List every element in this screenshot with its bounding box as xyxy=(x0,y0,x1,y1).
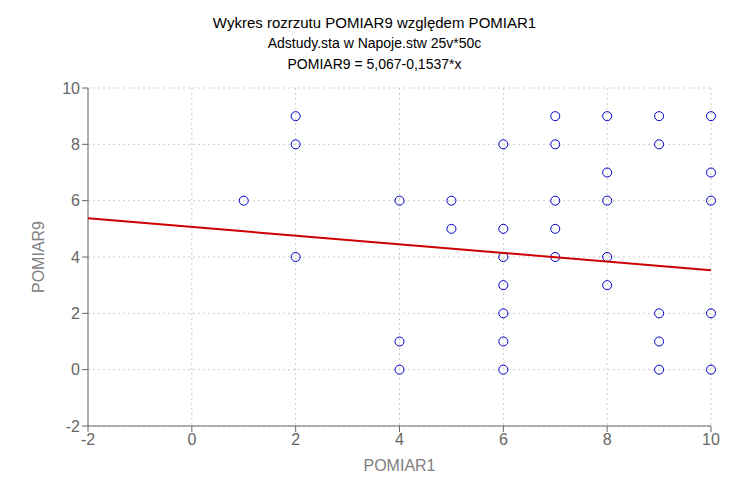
svg-text:4: 4 xyxy=(395,431,404,448)
svg-text:-2: -2 xyxy=(66,418,80,435)
svg-text:8: 8 xyxy=(603,431,612,448)
svg-text:0: 0 xyxy=(71,361,80,378)
html-text:POMIAR9 = 5,067-0,1537*x: POMIAR9 = 5,067-0,1537*x xyxy=(287,56,462,72)
svg-text:POMIAR9: POMIAR9 xyxy=(30,221,47,293)
svg-text:POMIAR1: POMIAR1 xyxy=(363,457,435,474)
svg-text:2: 2 xyxy=(71,305,80,322)
svg-text:8: 8 xyxy=(71,136,80,153)
html-text:Wykres rozrzutu POMIAR9 względ: Wykres rozrzutu POMIAR9 względem POMIAR1 xyxy=(212,14,537,31)
svg-text:-2: -2 xyxy=(81,431,95,448)
svg-text:6: 6 xyxy=(499,431,508,448)
svg-text:2: 2 xyxy=(291,431,300,448)
svg-text:6: 6 xyxy=(71,192,80,209)
html-text:Adstudy.sta w Napoje.stw 25v*5: Adstudy.sta w Napoje.stw 25v*50c xyxy=(267,35,482,51)
svg-text:0: 0 xyxy=(187,431,196,448)
svg-text:10: 10 xyxy=(702,431,720,448)
svg-text:10: 10 xyxy=(62,80,80,97)
svg-text:4: 4 xyxy=(71,249,80,266)
